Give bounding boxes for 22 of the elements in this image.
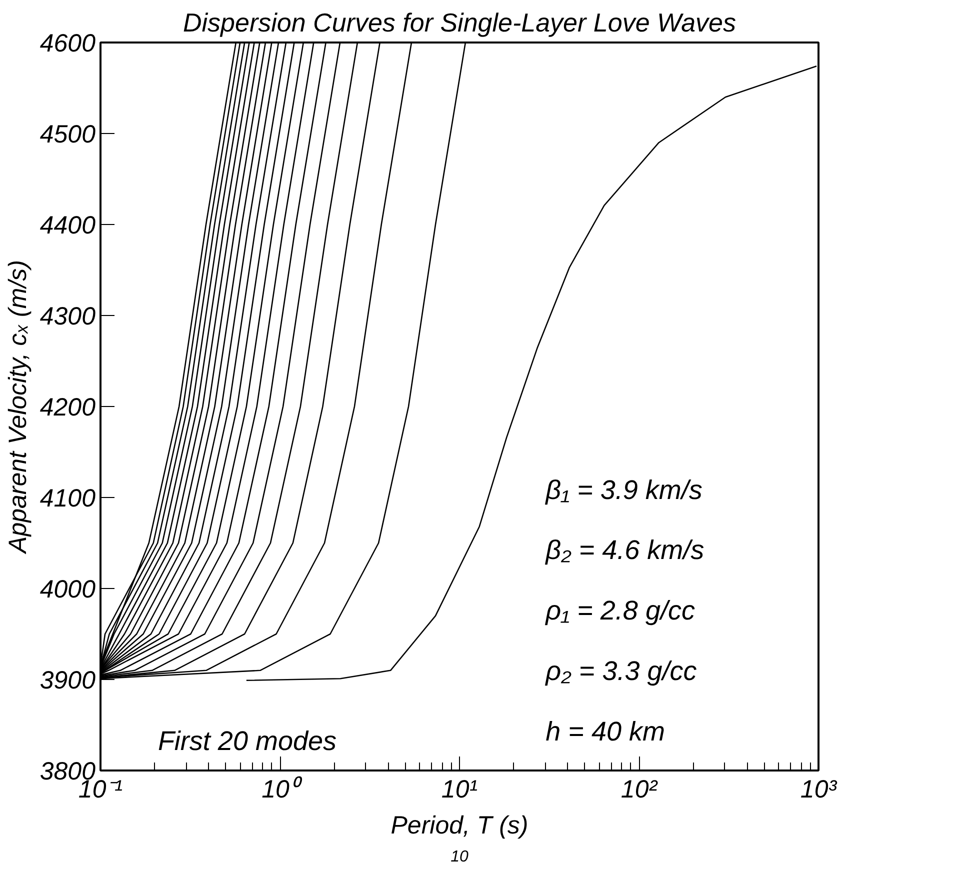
annotation: First 20 modes — [158, 726, 337, 756]
x-tick-label: 10² — [620, 776, 659, 804]
annotation: β₁ = 3.9 km/s — [544, 474, 702, 505]
y-tick-label: 4000 — [40, 576, 96, 604]
annotation: ρ₁ = 2.8 g/cc — [544, 596, 696, 626]
y-tick-label: 4500 — [40, 120, 96, 148]
annotation: ρ₂ = 3.3 g/cc — [544, 656, 698, 686]
x-axis-title: Period, T (s) — [390, 812, 528, 840]
y-tick-label: 3900 — [40, 666, 96, 694]
x-tick-label: 10⁰ — [262, 776, 302, 804]
y-axis-title: Apparent Velocity, cₓ (m/s) — [4, 260, 32, 555]
y-tick-label: 4600 — [40, 30, 96, 58]
y-tick-label: 4100 — [40, 484, 96, 512]
y-tick-label: 4400 — [40, 212, 96, 240]
chart-title: Dispersion Curves for Single-Layer Love Waves — [183, 8, 736, 38]
annotation: β₂ = 4.6 km/s — [544, 535, 704, 566]
text: 10 — [450, 848, 468, 866]
y-tick-label: 4200 — [40, 394, 96, 422]
annotation: h = 40 km — [546, 716, 665, 746]
x-tick-label: 10¹ — [441, 776, 478, 804]
x-tick-label: 10³ — [800, 776, 838, 804]
y-tick-label: 4300 — [40, 302, 96, 330]
